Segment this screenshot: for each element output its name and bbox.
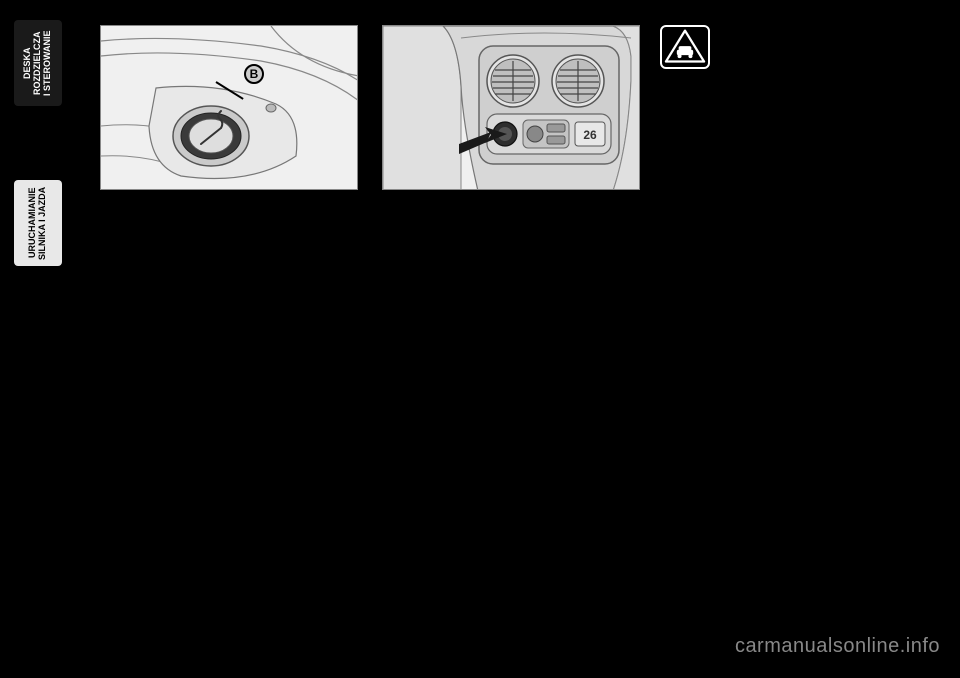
- tab-label: URUCHAMIANIE SILNIKA I JAZDA: [28, 186, 48, 259]
- marker-b-text: B: [250, 67, 259, 81]
- tab-label: DESKA ROZDZIELCZA I STEROWANIE: [23, 30, 53, 96]
- svg-text:26: 26: [583, 128, 597, 142]
- marker-b-badge: B: [244, 64, 264, 84]
- warning-box: [660, 25, 910, 75]
- figures-row: B: [100, 25, 640, 190]
- figure-1-svg: [101, 26, 358, 190]
- warning-icon-svg: [662, 27, 708, 67]
- side-tabs: DESKA ROZDZIELCZA I STEROWANIE URUCHAMIA…: [14, 20, 74, 270]
- vent-left: [487, 55, 539, 107]
- tab-deska: DESKA ROZDZIELCZA I STEROWANIE: [14, 20, 62, 106]
- figure-1-lighter-socket: B: [100, 25, 358, 190]
- vent-right: [552, 55, 604, 107]
- figure-2-svg: 26: [383, 26, 640, 190]
- tab-uruchamianie: URUCHAMIANIE SILNIKA I JAZDA: [14, 180, 62, 266]
- figure-2-rear-console: 26: [382, 25, 640, 190]
- watermark-text: carmanualsonline.info: [735, 635, 940, 657]
- watermark: carmanualsonline.info: [735, 635, 940, 658]
- warning-icon: [660, 25, 710, 69]
